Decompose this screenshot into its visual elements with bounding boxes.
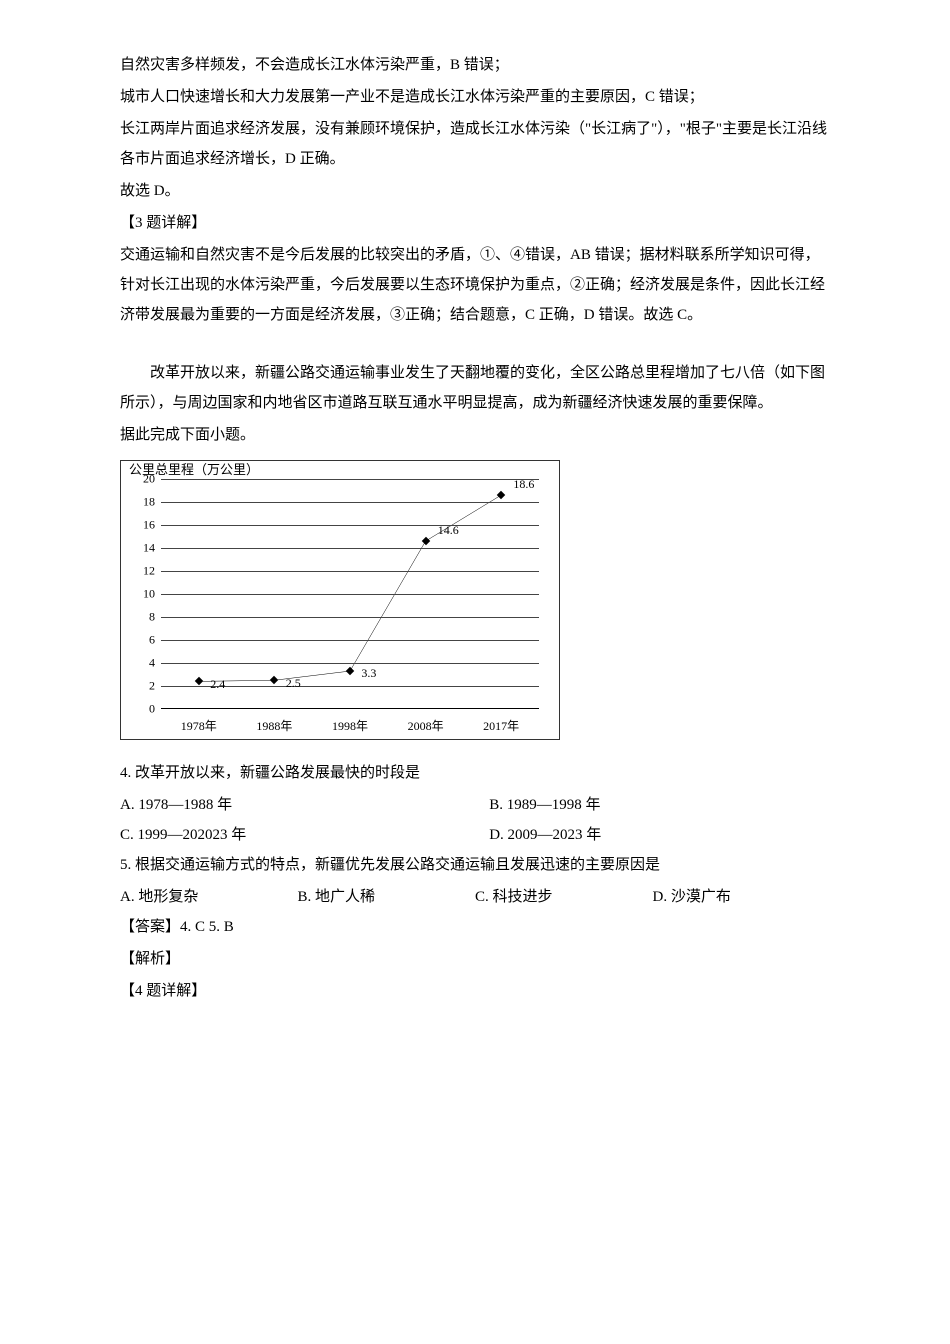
chart-x-tick: 1988年 [256,717,292,734]
chart-y-tick: 4 [149,656,155,671]
para-1: 自然灾害多样频发，不会造成长江水体污染严重，B 错误； [120,50,830,80]
chart-y-tick: 18 [143,495,155,510]
chart-y-tick: 10 [143,587,155,602]
chart-y-tick: 20 [143,472,155,487]
q4-option-b: B. 1989—1998 年 [489,790,830,820]
q4-option-c: C. 1999—202023 年 [120,820,489,850]
para-3: 长江两岸片面追求经济发展，没有兼顾环境保护，造成长江水体污染（"长江病了"），"… [120,114,830,174]
chart-x-tick: 2017年 [483,717,519,734]
chart-gridline [161,571,539,572]
para-4: 故选 D。 [120,176,830,206]
chart-gridline [161,617,539,618]
chart-point-label: 2.4 [210,677,225,692]
q5-options-row: A. 地形复杂 B. 地广人稀 C. 科技进步 D. 沙漠广布 [120,882,830,912]
q4-detail-label: 【4 题详解】 [120,976,830,1006]
q4-options-row-1: A. 1978—1988 年 B. 1989—1998 年 [120,790,830,820]
chart-gridline [161,663,539,664]
chart-gridline [161,479,539,480]
chart-y-tick: 8 [149,610,155,625]
chart-y-tick: 2 [149,679,155,694]
q5-option-b: B. 地广人稀 [298,882,476,912]
chart-x-tick: 1978年 [181,717,217,734]
q5-option-c: C. 科技进步 [475,882,653,912]
chart-gridline [161,525,539,526]
analysis-label: 【解析】 [120,944,830,974]
q5-option-d: D. 沙漠广布 [653,882,831,912]
q5-option-a: A. 地形复杂 [120,882,298,912]
chart-gridline [161,594,539,595]
q4-stem: 4. 改革开放以来，新疆公路发展最快的时段是 [120,758,830,788]
passage-instruction: 据此完成下面小题。 [120,420,830,450]
chart-gridline [161,640,539,641]
chart-y-tick: 0 [149,702,155,717]
chart-point-label: 3.3 [361,666,376,681]
q3-detail-label: 【3 题详解】 [120,208,830,238]
chart-point-label: 18.6 [513,477,534,492]
chart-gridline [161,548,539,549]
passage-intro: 改革开放以来，新疆公路交通运输事业发生了天翻地覆的变化，全区公路总里程增加了七八… [120,358,830,418]
answers-line: 【答案】4. C 5. B [120,912,830,942]
q5-stem: 5. 根据交通运输方式的特点，新疆优先发展公路交通运输且发展迅速的主要原因是 [120,850,830,880]
q4-option-a: A. 1978—1988 年 [120,790,489,820]
chart-point-label: 2.5 [286,676,301,691]
para-2: 城市人口快速增长和大力发展第一产业不是造成长江水体污染严重的主要原因，C 错误； [120,82,830,112]
chart-y-tick: 6 [149,633,155,648]
chart-y-tick: 12 [143,564,155,579]
para-6: 交通运输和自然灾害不是今后发展的比较突出的矛盾，①、④错误，AB 错误；据材料联… [120,240,830,330]
chart-y-tick: 16 [143,518,155,533]
q4-option-d: D. 2009—2023 年 [489,820,830,850]
chart-y-tick: 14 [143,541,155,556]
q4-options-row-2: C. 1999—202023 年 D. 2009—2023 年 [120,820,830,850]
chart-point-label: 14.6 [438,523,459,538]
line-chart: 公里总里程（万公里） 024681012141618201978年1988年19… [120,460,560,740]
chart-x-tick: 1998年 [332,717,368,734]
chart-x-tick: 2008年 [408,717,444,734]
chart-plot-area: 024681012141618201978年1988年1998年2008年201… [161,479,539,709]
chart-gridline [161,502,539,503]
